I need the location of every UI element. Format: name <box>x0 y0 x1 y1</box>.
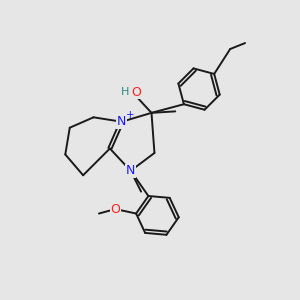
Text: O: O <box>131 85 141 98</box>
Text: +: + <box>126 110 134 120</box>
Text: N: N <box>117 115 127 128</box>
Text: H: H <box>121 87 130 97</box>
Text: N: N <box>126 164 135 177</box>
Text: O: O <box>110 202 120 216</box>
